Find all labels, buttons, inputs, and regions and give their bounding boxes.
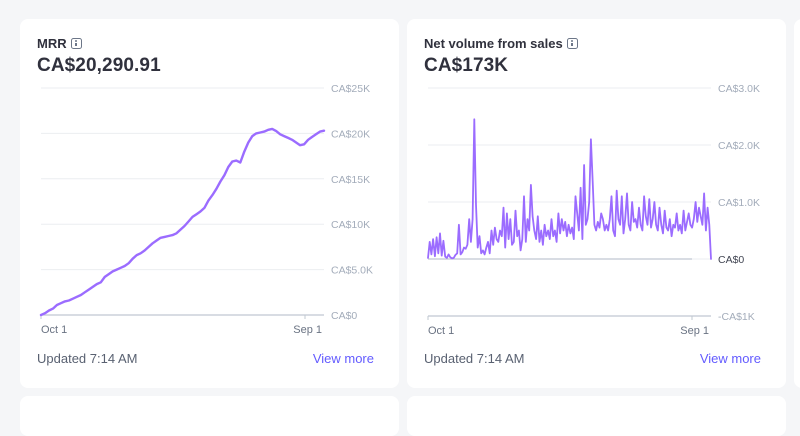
net-volume-title-row: Net volume from sales bbox=[424, 36, 578, 51]
x-tick-label: Oct 1 bbox=[41, 324, 67, 336]
y-tick-label: CA$1.0K bbox=[718, 197, 760, 209]
y-tick-label: -CA$1K bbox=[718, 311, 755, 323]
bottom-card-left bbox=[20, 396, 399, 436]
y-tick-label: CA$10K bbox=[331, 219, 370, 231]
net-volume-title: Net volume from sales bbox=[424, 36, 563, 51]
net-volume-view-more-link[interactable]: View more bbox=[699, 351, 761, 366]
mrr-chart: CA$0 CA$5.0K CA$10K CA$15K CA$20K CA$25K Oct 1… bbox=[39, 83, 373, 336]
y-tick-label: CA$5.0K bbox=[331, 265, 373, 277]
info-icon[interactable] bbox=[70, 38, 82, 49]
x-tick-label: Sep 1 bbox=[293, 324, 322, 336]
y-tick-label: CA$0 bbox=[331, 310, 357, 322]
y-tick-label: CA$25K bbox=[331, 83, 370, 95]
net-volume-card: Net volume from sales CA$173K -CA$1K CA$0… bbox=[407, 19, 786, 388]
bottom-card-right bbox=[407, 396, 786, 436]
mrr-value: CA$20,290.91 bbox=[37, 55, 161, 76]
mrr-updated-text: Updated 7:14 AM bbox=[37, 351, 138, 366]
series-line bbox=[427, 118, 712, 260]
y-tick-label: CA$3.0K bbox=[718, 83, 760, 95]
mrr-title: MRR bbox=[37, 36, 67, 51]
y-tick-label: CA$2.0K bbox=[718, 140, 760, 152]
y-tick-label: CA$15K bbox=[331, 174, 370, 186]
net-volume-value: CA$173K bbox=[424, 55, 509, 76]
net-volume-chart: -CA$1K CA$0 CA$1.0K CA$2.0K CA$3.0K Oct 1 Sep … bbox=[427, 83, 760, 337]
info-icon[interactable] bbox=[566, 38, 578, 49]
series-line bbox=[39, 127, 326, 317]
mrr-title-row: MRR bbox=[37, 36, 82, 51]
mrr-view-more-link[interactable]: View more bbox=[312, 351, 374, 366]
y-tick-label: CA$20K bbox=[331, 128, 370, 140]
next-card-partial bbox=[794, 19, 800, 388]
net-volume-updated-text: Updated 7:14 AM bbox=[424, 351, 525, 366]
x-tick-label: Sep 1 bbox=[680, 325, 709, 337]
y-tick-label: CA$0 bbox=[718, 254, 744, 266]
x-tick-label: Oct 1 bbox=[428, 325, 454, 337]
mrr-card: MRR CA$20,290.91 CA$0 CA$5.0K CA$10K CA$15K… bbox=[20, 19, 399, 388]
